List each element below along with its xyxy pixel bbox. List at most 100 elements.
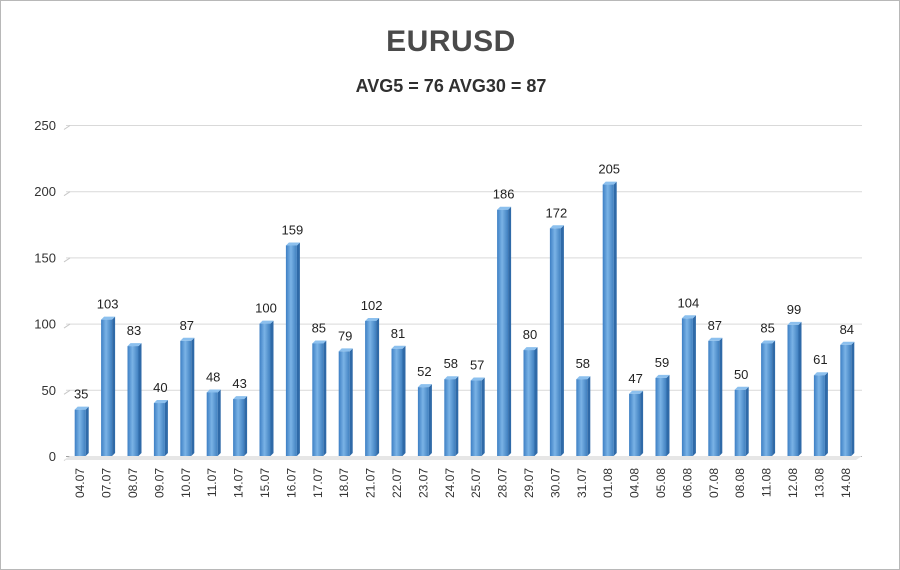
bar-top	[523, 347, 538, 351]
bar	[206, 392, 218, 456]
bar	[338, 351, 350, 456]
data-label: 159	[282, 222, 304, 237]
bar-side	[772, 340, 776, 456]
bar	[127, 346, 139, 456]
x-tick-label: 11.07	[205, 468, 219, 497]
bar	[365, 320, 377, 456]
bars	[74, 181, 855, 456]
data-labels: 35 103 83 40 87 48 43 100 159 85 79 102 81 52 58 57 186 8…	[74, 162, 854, 402]
x-tick-label: 04.08	[628, 468, 642, 498]
x-tick-label: 28.07	[496, 468, 510, 498]
y-tick-label: 50	[42, 383, 56, 398]
bar	[523, 350, 535, 456]
x-tick-label: 07.07	[100, 468, 114, 498]
bar-top	[417, 384, 432, 388]
x-tick-label: 14.07	[232, 468, 246, 498]
data-label: 35	[74, 387, 88, 402]
x-tick-label: 24.07	[443, 468, 457, 498]
bar-side	[217, 389, 221, 456]
bar-side	[613, 181, 617, 456]
bar	[285, 245, 297, 456]
bar-top	[101, 316, 116, 320]
bar	[602, 184, 614, 456]
data-label: 87	[180, 318, 194, 333]
y-tick-label: 0	[49, 449, 56, 464]
x-tick-label: 31.07	[575, 468, 589, 498]
x-tick-label: 29.07	[522, 468, 536, 498]
bar-top	[708, 337, 723, 341]
bar-top	[233, 396, 248, 400]
x-tick-label: 17.07	[311, 468, 325, 498]
data-label: 52	[417, 364, 431, 379]
x-tick-label: 15.07	[258, 468, 272, 498]
bar-side	[296, 242, 300, 456]
x-tick-label: 04.07	[73, 468, 87, 498]
x-tick-label: 23.07	[416, 468, 430, 498]
data-label: 50	[734, 367, 748, 382]
y-tick-label: 250	[34, 118, 56, 133]
data-label: 84	[840, 322, 854, 337]
x-tick-label: 25.07	[469, 468, 483, 498]
x-tick-label: 05.08	[654, 468, 668, 498]
bar	[233, 399, 245, 456]
x-tick-label: 22.07	[390, 468, 404, 498]
bar	[761, 343, 773, 456]
x-tick-label: 01.08	[601, 468, 615, 498]
data-label: 85	[760, 320, 774, 335]
data-label: 85	[312, 320, 326, 335]
data-label: 58	[444, 356, 458, 371]
bar	[497, 209, 509, 456]
data-label: 205	[598, 162, 620, 177]
bar	[629, 393, 641, 456]
bar	[655, 377, 667, 456]
y-tick-label: 150	[34, 250, 56, 265]
bar	[391, 348, 403, 456]
bar	[549, 228, 561, 456]
bar-side	[428, 384, 432, 456]
data-label: 186	[493, 187, 515, 202]
x-tick-label: 18.07	[337, 468, 351, 498]
bar-side	[851, 341, 855, 456]
x-tick-label: 21.07	[364, 468, 378, 498]
x-tick-label: 14.08	[839, 468, 853, 498]
bar-top	[391, 345, 406, 349]
bar-top	[549, 225, 564, 229]
x-tick-label: 16.07	[284, 468, 298, 498]
bar-top	[444, 376, 459, 380]
bar-side	[164, 400, 168, 456]
bar	[734, 389, 746, 456]
bar-top	[761, 340, 776, 344]
x-tick-label: 13.08	[812, 468, 826, 498]
gridline-depth	[63, 323, 71, 329]
bar-top	[74, 406, 89, 410]
bar-top	[813, 372, 828, 376]
bar-side	[587, 376, 591, 456]
bar	[444, 379, 456, 456]
bar-top	[576, 376, 591, 380]
gridline-depth	[63, 257, 71, 263]
bar-side	[666, 374, 670, 456]
grid-lines	[63, 125, 862, 461]
bar-top	[285, 242, 300, 246]
gridline-depth	[63, 125, 71, 130]
x-tick-label: 09.07	[152, 468, 166, 498]
bar-side	[244, 396, 248, 456]
bar-top	[681, 315, 696, 319]
data-label: 99	[787, 302, 801, 317]
bar-side	[534, 347, 538, 456]
bar-side	[745, 386, 749, 456]
bar-top	[153, 400, 168, 404]
x-tick-label: 10.07	[179, 468, 193, 498]
gridline-depth	[63, 389, 71, 395]
data-label: 87	[708, 318, 722, 333]
bar-side	[508, 206, 512, 456]
bar-top	[206, 389, 221, 393]
bar	[470, 380, 482, 456]
bar-side	[376, 317, 380, 456]
data-label: 47	[628, 371, 642, 386]
data-label: 48	[206, 369, 220, 384]
x-tick-label: 12.08	[786, 468, 800, 498]
bar-top	[734, 386, 749, 390]
